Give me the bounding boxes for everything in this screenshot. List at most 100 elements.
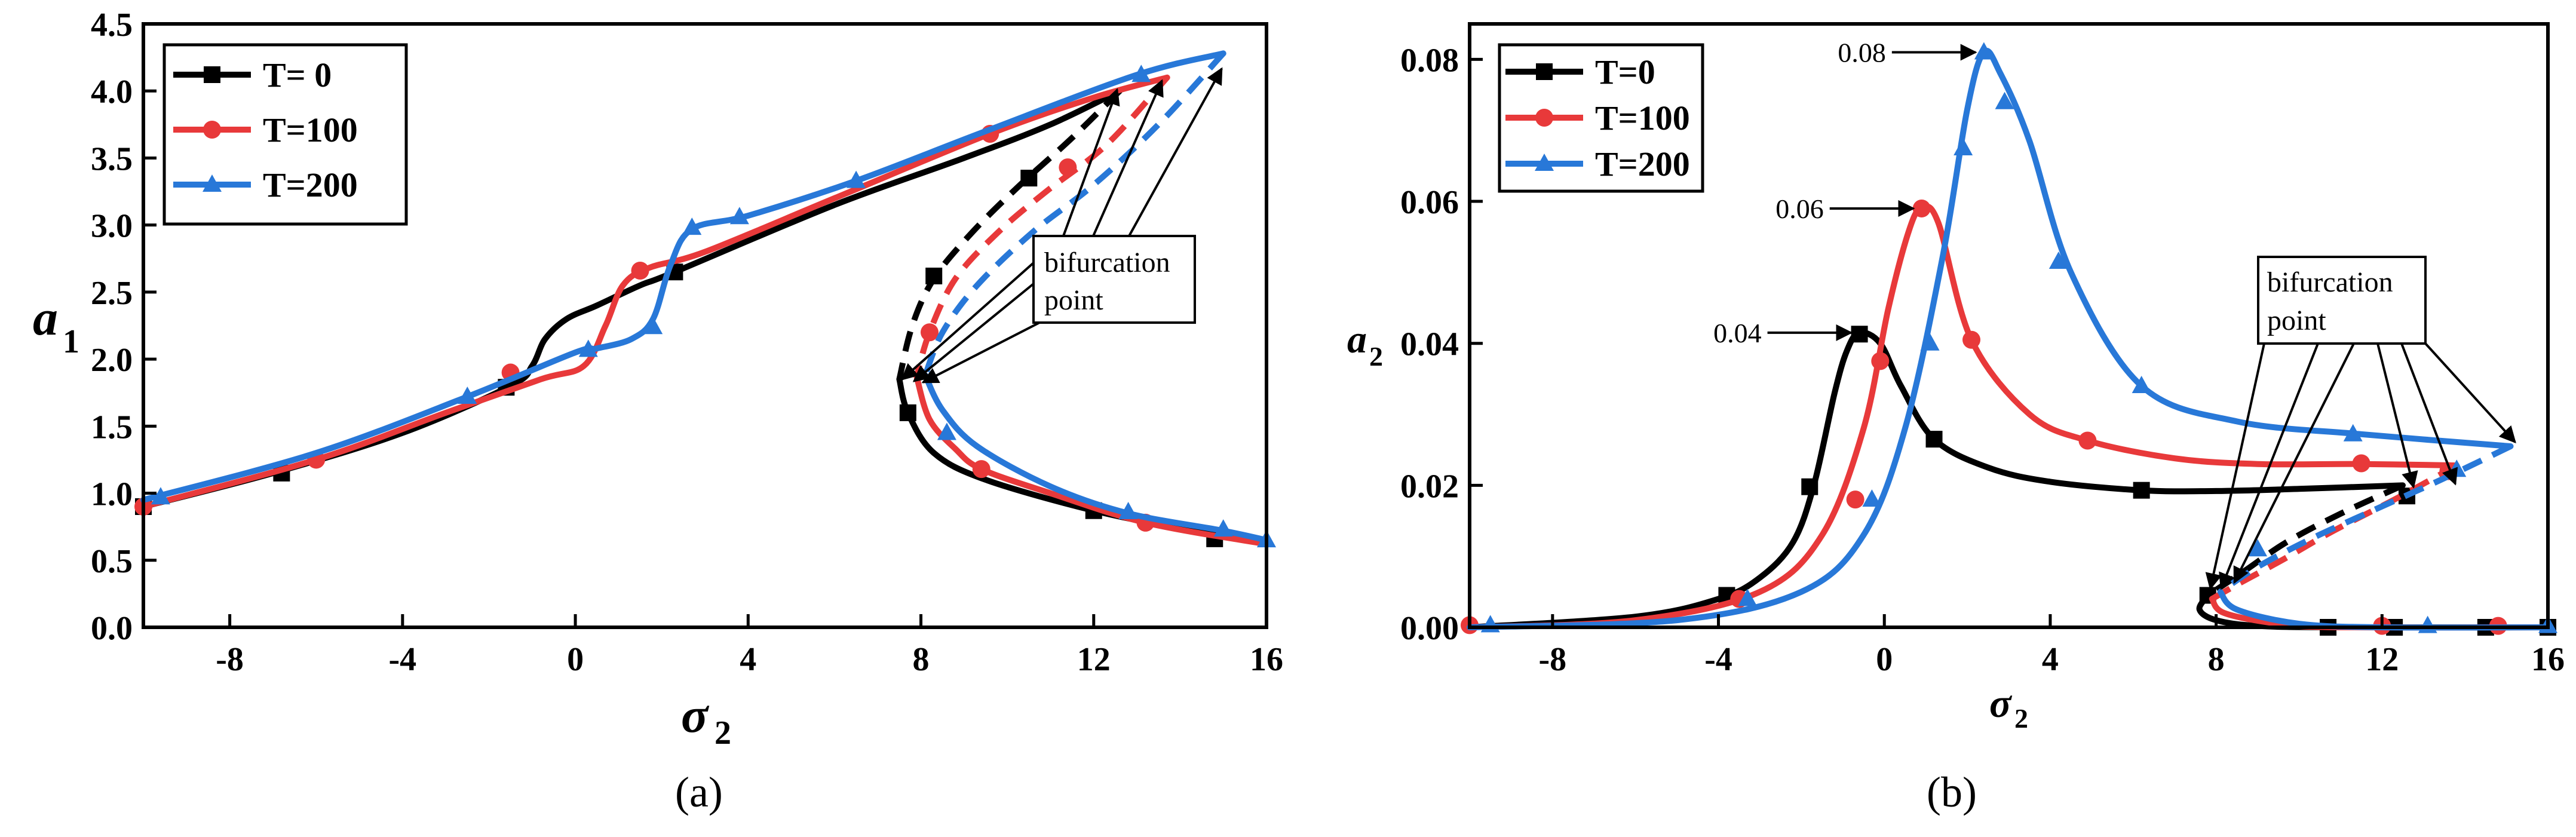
data-point-marker <box>2078 431 2097 450</box>
data-point-marker <box>631 261 649 280</box>
series-stable-upper-line <box>140 50 1226 503</box>
data-point-marker <box>729 207 749 225</box>
data-point-marker <box>2352 454 2370 473</box>
bifurcation-annotation-a: bifurcation point <box>900 67 1223 384</box>
y-tick-label: 0.5 <box>91 543 133 580</box>
plot-frame-b <box>1468 22 2550 629</box>
series-unstable-line <box>922 51 1226 376</box>
peak-label: 0.06 <box>1775 194 1915 224</box>
peak-value-text: 0.04 <box>1713 318 1762 348</box>
y-tick-label: 4.5 <box>91 7 133 44</box>
data-point-marker <box>578 339 598 357</box>
data-point-marker <box>2133 482 2150 499</box>
peak-label: 0.08 <box>1838 38 1977 68</box>
data-point-marker <box>2343 424 2363 442</box>
legend-marker <box>204 66 220 83</box>
series-unstable-line <box>896 88 1122 380</box>
data-point-marker <box>1738 588 1758 606</box>
bifurcation-arrow-b-2 <box>2219 343 2319 590</box>
legend-entry: T= 0 <box>173 56 332 94</box>
legend-entry: T=200 <box>173 165 358 204</box>
data-point-marker <box>1846 490 1864 509</box>
series-stable-lower-line <box>896 376 1269 546</box>
data-point-marker <box>1059 158 1077 177</box>
peak-value-text: 0.08 <box>1838 38 1886 68</box>
y-tick-label: 0.02 <box>1400 468 1459 505</box>
y-tick-label: 0.04 <box>1400 326 1459 363</box>
legend-entry: T=0 <box>1505 53 1655 91</box>
x-tick-label: -8 <box>216 641 244 678</box>
series-stable-lower-line <box>913 373 1269 547</box>
legend-items-a: T= 0 T=100 T=200 <box>173 56 358 204</box>
legend-marker <box>1535 154 1554 171</box>
y-tick-label: 4.0 <box>91 73 133 111</box>
bifurcation-text-line-2-a: point <box>1044 284 1103 316</box>
data-point-marker <box>1954 137 1973 155</box>
data-point-marker <box>1131 65 1151 82</box>
bifurcation-arrow-b-5 <box>2400 343 2458 486</box>
bifurcation-arrow-b-6 <box>2424 342 2516 444</box>
x-axis-title-sub-b: 2 <box>2014 703 2028 734</box>
legend-entry: T=100 <box>173 111 358 149</box>
legend-label: T=200 <box>1595 145 1690 183</box>
ticks-layer-b: -8 -4 0 4 8 12 16 0.00 0.02 0.04 0.06 0.08 <box>1400 42 2565 678</box>
x-tick-label: -4 <box>1704 641 1732 678</box>
y-tick-label: 3.0 <box>91 208 133 245</box>
data-point-marker <box>1995 91 2014 109</box>
legend-marker <box>203 174 222 192</box>
bifurcation-arrow-b-3 <box>2233 343 2355 584</box>
panel-label-a: (a) <box>675 768 723 816</box>
bifurcation-arrow-b-1 <box>2205 343 2265 590</box>
bifurcation-text-line-2-b: point <box>2267 305 2326 336</box>
data-point-marker <box>2132 376 2151 393</box>
x-tick-label: 4 <box>740 641 756 678</box>
data-point-marker <box>1871 352 1890 370</box>
y-tick-label: 1.5 <box>91 409 133 446</box>
y-tick-label: 0.00 <box>1400 610 1459 647</box>
y-tick-label: 0.06 <box>1400 184 1459 221</box>
x-tick-label: 12 <box>2365 641 2399 678</box>
data-point-marker <box>1213 519 1233 537</box>
x-tick-label: -4 <box>389 641 417 678</box>
legend-label: T=100 <box>1595 99 1690 137</box>
data-point-marker <box>682 217 702 235</box>
bifurcation-text-line-1-a: bifurcation <box>1044 247 1170 278</box>
y-tick-label: 1.0 <box>91 476 133 513</box>
x-tick-label: 0 <box>567 641 584 678</box>
bifurcation-arrow-a-3 <box>1128 67 1223 237</box>
legend-label: T=100 <box>263 111 358 149</box>
data-point-marker <box>1912 199 1931 217</box>
x-tick-label: 4 <box>2042 641 2059 678</box>
series-a-2 <box>140 50 1276 548</box>
data-point-marker <box>972 460 990 479</box>
data-point-marker <box>1925 431 1943 448</box>
bifurcation-text-line-1-b: bifurcation <box>2267 266 2393 298</box>
bifurcation-arrow-a-5 <box>912 283 1035 382</box>
y-axis-title-main-a: a <box>33 290 58 346</box>
ticks-layer-a: -8 -4 0 4 8 12 16 0.0 0.5 1.0 1.5 2.0 2.5 3.0 3.5 4.0 4.… <box>91 7 1283 678</box>
series-unstable-line <box>913 75 1170 378</box>
plot-frame-a <box>142 22 1268 629</box>
data-point-marker <box>1118 501 1138 519</box>
data-point-marker <box>1862 489 1882 507</box>
peak-value-text: 0.06 <box>1775 194 1824 224</box>
data-point-marker <box>921 323 939 342</box>
data-point-marker <box>2248 539 2268 557</box>
legend-marker <box>203 121 221 139</box>
data-point-marker <box>1801 478 1818 495</box>
series-unstable-line <box>2206 482 2405 598</box>
data-point-marker <box>151 487 170 505</box>
y-axis-title-b: a 2 <box>1347 318 1383 372</box>
data-point-marker <box>1962 330 1981 349</box>
x-axis-title-a: σ 2 <box>681 688 731 752</box>
y-tick-label: 2.5 <box>91 275 133 312</box>
y-tick-label: 3.5 <box>91 140 133 177</box>
x-tick-label: 16 <box>2531 641 2565 678</box>
y-tick-label: 2.0 <box>91 342 133 379</box>
legend-a: T= 0 T=100 T=200 <box>162 43 408 226</box>
series-b-0 <box>1467 326 2556 636</box>
x-tick-label: -8 <box>1539 641 1567 678</box>
peak-label: 0.04 <box>1713 318 1853 348</box>
series-stable-upper-line <box>1467 48 2514 630</box>
